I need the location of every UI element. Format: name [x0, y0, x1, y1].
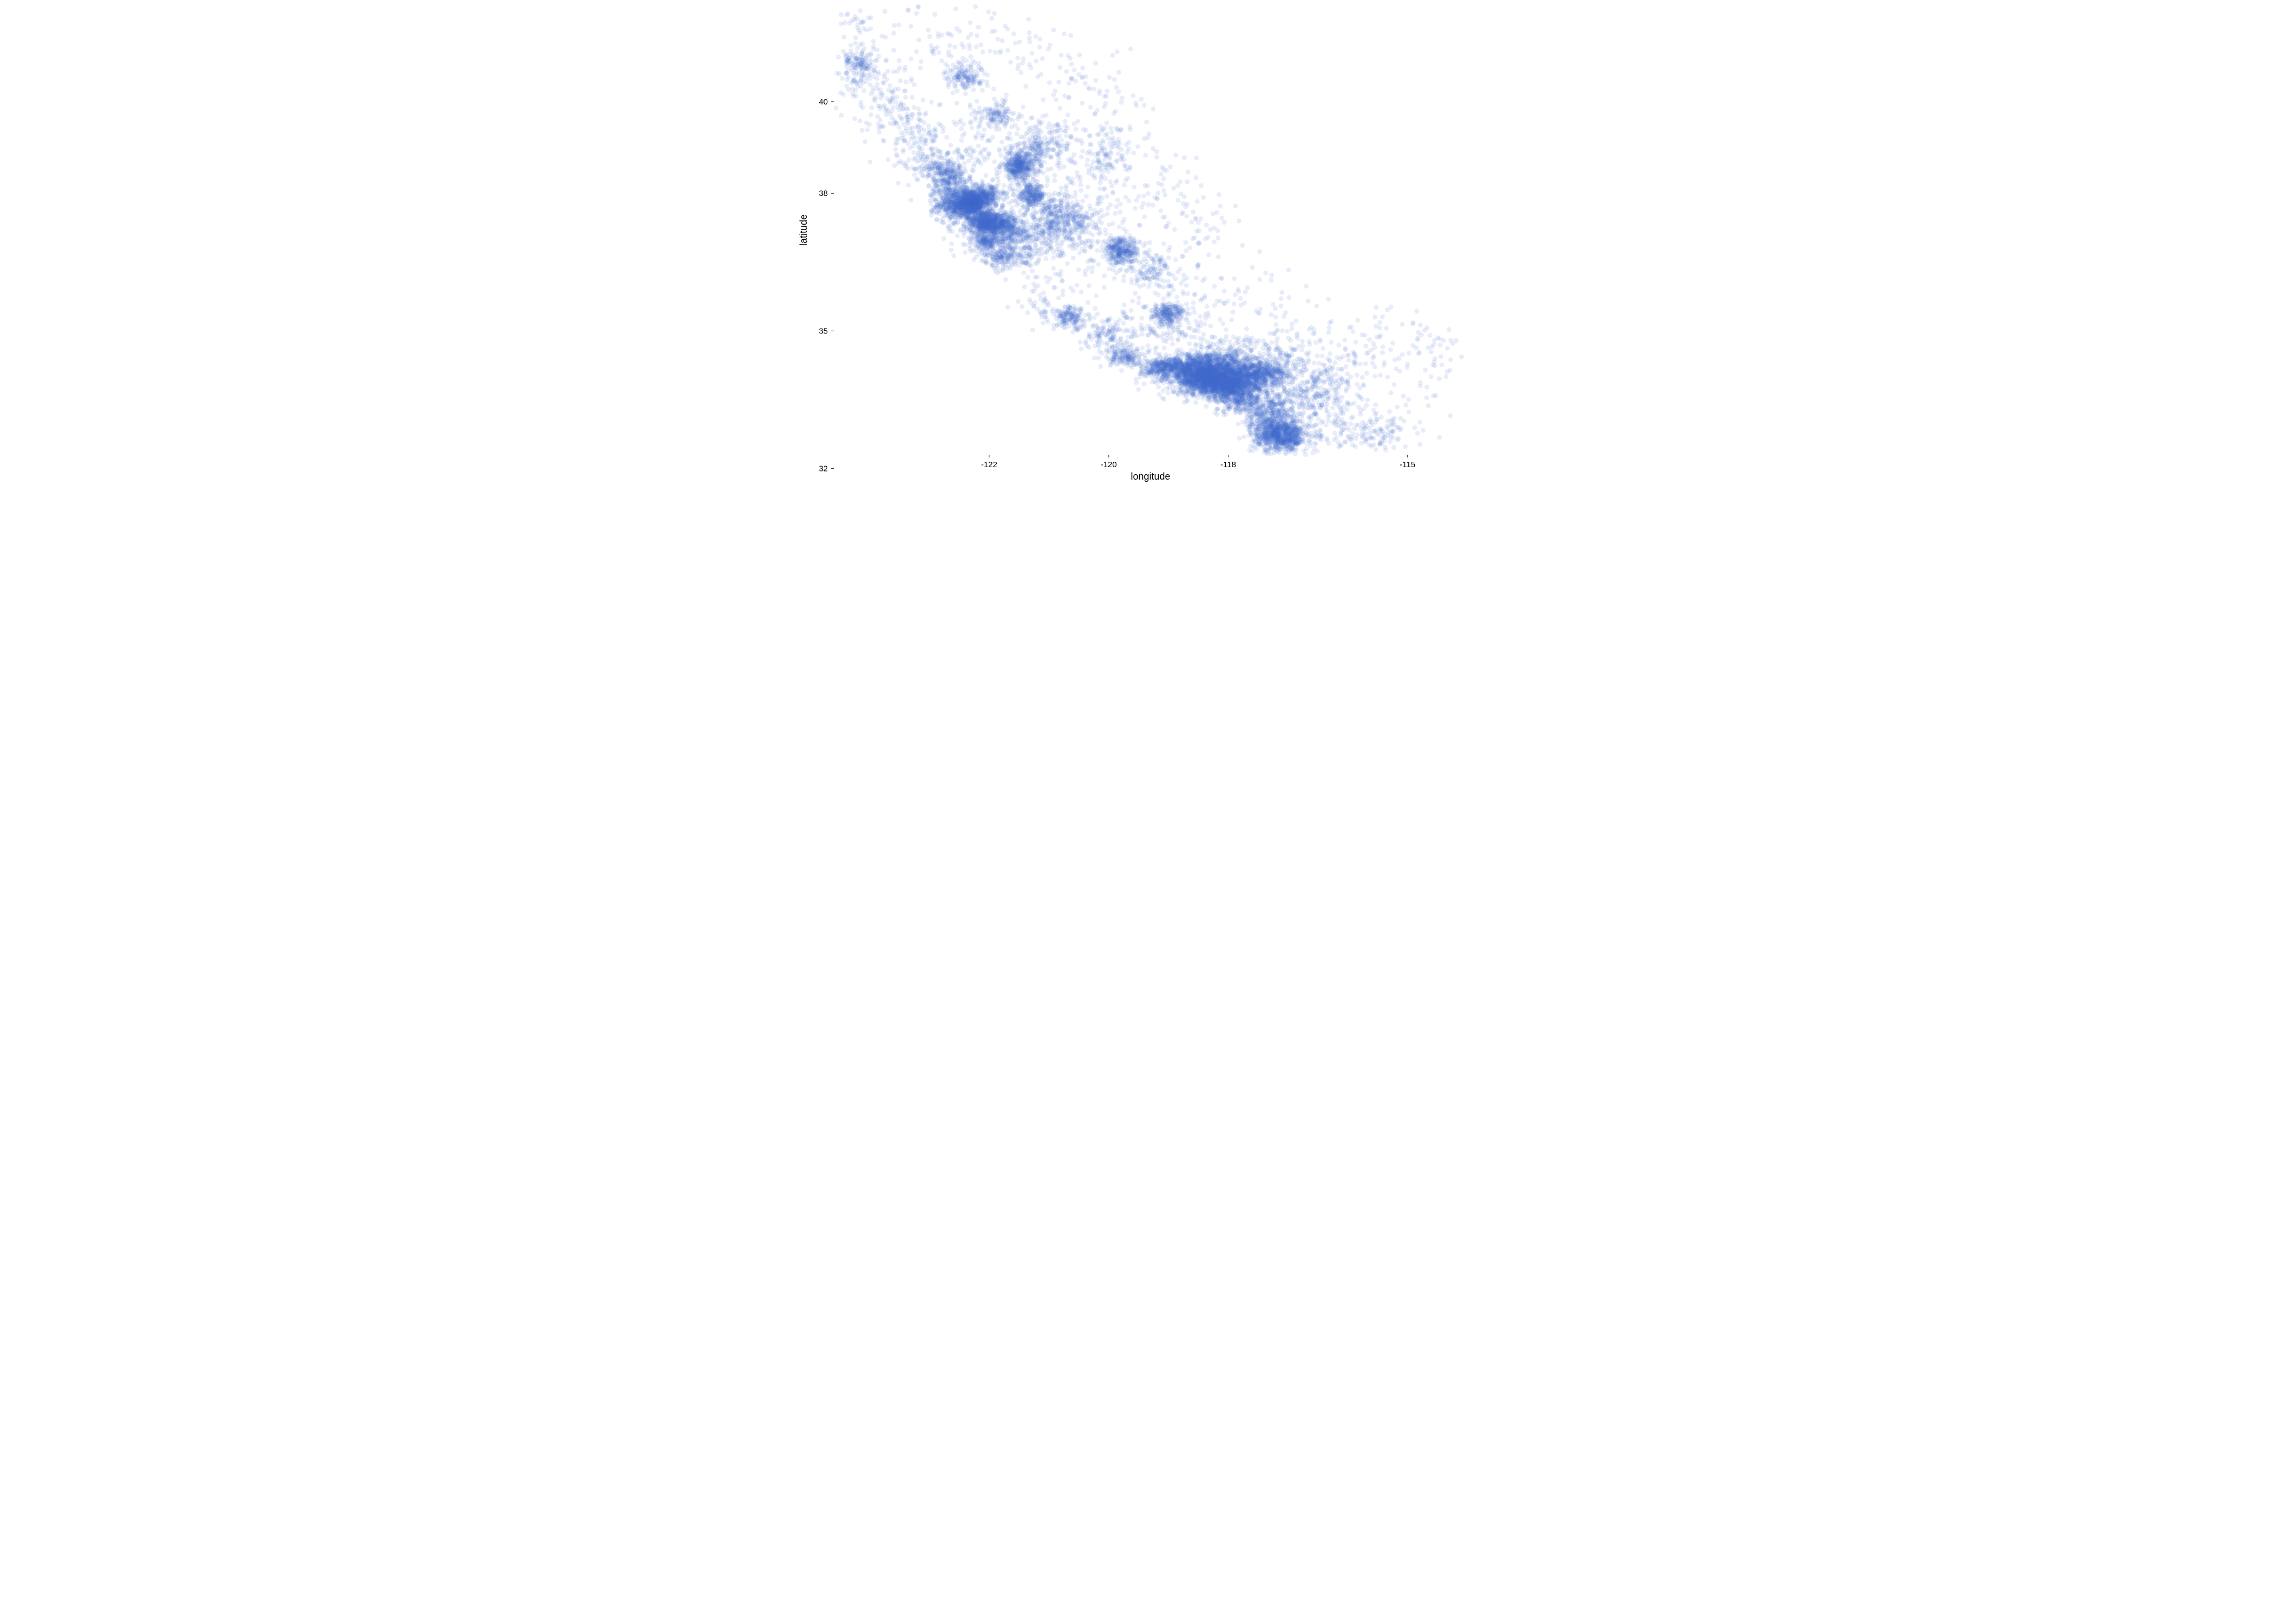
- data-point: [998, 153, 1003, 158]
- data-point: [1176, 392, 1181, 397]
- data-point: [985, 201, 990, 206]
- chart-svg: -122-120-118-11532353840longitudelatitud…: [796, 0, 1478, 487]
- data-point: [994, 203, 999, 208]
- data-point: [955, 233, 960, 238]
- data-point: [996, 208, 1001, 213]
- data-point: [1016, 201, 1021, 206]
- data-point: [1001, 162, 1006, 167]
- data-point: [1171, 389, 1176, 394]
- data-point: [1000, 203, 1005, 208]
- data-point: [989, 195, 994, 200]
- data-point: [1011, 192, 1016, 197]
- data-point: [938, 201, 943, 206]
- data-point: [1007, 171, 1011, 176]
- data-point: [997, 165, 1002, 169]
- data-point: [1136, 387, 1141, 392]
- data-point: [1166, 390, 1171, 395]
- data-point: [1014, 176, 1019, 181]
- data-point: [1167, 385, 1172, 390]
- data-point: [1009, 166, 1014, 171]
- data-point: [934, 218, 939, 222]
- data-point: [1015, 180, 1020, 185]
- data-point: [951, 209, 956, 214]
- data-point: [968, 211, 973, 215]
- data-point: [941, 220, 946, 225]
- data-point: [983, 195, 988, 200]
- data-point: [995, 195, 1000, 200]
- data-point: [1141, 382, 1146, 387]
- data-point: [992, 159, 997, 164]
- data-point: [1156, 384, 1161, 389]
- data-point: [985, 188, 990, 193]
- data-point: [960, 210, 965, 215]
- points-layer: [834, 4, 1464, 457]
- scatter-chart: -122-120-118-11532353840longitudelatitud…: [796, 0, 1478, 487]
- data-point: [1002, 183, 1007, 188]
- data-point: [976, 201, 981, 206]
- data-point: [1008, 186, 1012, 191]
- data-point: [999, 192, 1004, 197]
- data-point: [1035, 179, 1040, 184]
- data-point: [945, 211, 950, 215]
- data-point: [983, 173, 988, 178]
- data-point: [1157, 392, 1162, 397]
- data-point: [942, 236, 946, 241]
- data-point: [971, 202, 976, 207]
- data-point: [934, 211, 939, 215]
- data-point: [990, 185, 995, 190]
- data-point: [968, 219, 973, 224]
- data-point: [1017, 191, 1022, 195]
- data-point: [1162, 397, 1167, 402]
- data-point: [909, 198, 913, 202]
- data-point: [1204, 404, 1208, 409]
- data-point: [1193, 400, 1198, 405]
- data-point: [1009, 199, 1014, 204]
- data-point: [1028, 180, 1033, 185]
